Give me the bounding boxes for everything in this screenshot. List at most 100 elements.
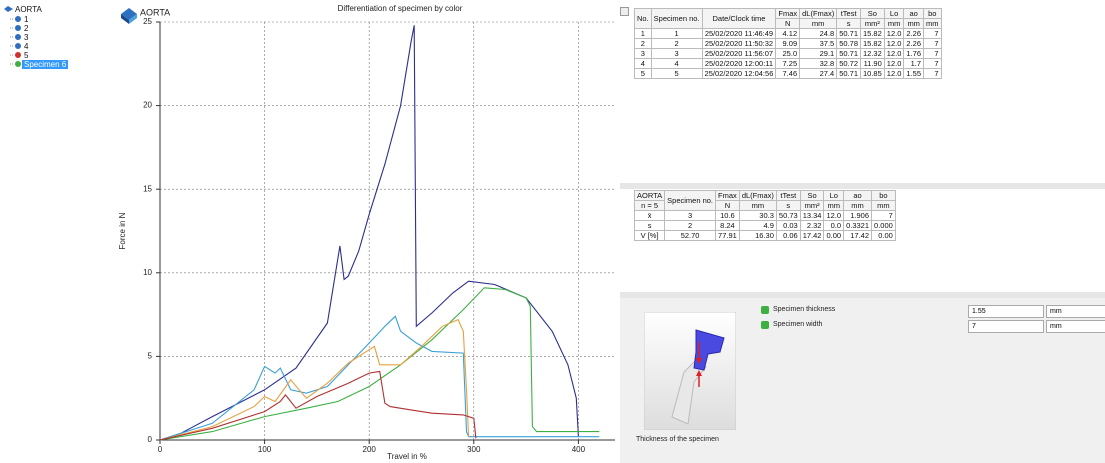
- table-cell: 50.78: [836, 38, 861, 49]
- tree-node: 2: [10, 23, 30, 33]
- tree-node: Specimen 6: [10, 59, 69, 69]
- table-cell: 15.82: [860, 28, 885, 39]
- table-cell: 4.9: [738, 220, 777, 231]
- x-tick-label: 100: [258, 445, 272, 454]
- tree-label[interactable]: 5: [24, 50, 29, 60]
- x-tick-label: 300: [467, 445, 481, 454]
- column-header[interactable]: Lo: [823, 190, 845, 201]
- table-cell: 30.3: [738, 210, 777, 221]
- table-cell: 0.000: [871, 220, 896, 231]
- column-header[interactable]: tTest: [836, 8, 861, 19]
- column-header[interactable]: Specimen no.: [664, 190, 717, 211]
- node-icon: [10, 43, 21, 49]
- table-cell: 24.8: [799, 28, 838, 39]
- parameter-unit[interactable]: mm: [1046, 305, 1105, 318]
- table-cell: 50.71: [836, 68, 861, 79]
- parameter-unit[interactable]: mm: [1046, 320, 1105, 333]
- column-header[interactable]: ao: [843, 190, 873, 201]
- column-header[interactable]: Specimen no.: [650, 8, 703, 29]
- table-cell: 12.0: [883, 68, 905, 79]
- column-header[interactable]: bo: [923, 8, 942, 19]
- column-header[interactable]: dL(Fmax): [799, 8, 838, 19]
- table-row[interactable]: 2 2 25/02/2020 11:50:32 9.09 37.5 50.78 15.82 1…: [634, 38, 942, 49]
- table-cell: 2.32: [799, 220, 825, 231]
- column-header[interactable]: bo: [871, 190, 896, 201]
- table-cell: 0.00: [871, 230, 896, 241]
- column-unit: N: [715, 200, 740, 211]
- table-cell: 3: [634, 48, 652, 59]
- table-row[interactable]: 5 5 25/02/2020 12:04:56 7.46 27.4 50.71 10.85 1…: [634, 68, 942, 79]
- y-tick-label: 25: [143, 17, 152, 26]
- parameter-value[interactable]: 1.55: [968, 305, 1044, 318]
- table-cell: 2: [650, 38, 703, 49]
- table-cell: 2.26: [903, 38, 924, 49]
- tree-label[interactable]: 1: [24, 14, 29, 24]
- table-cell: 7: [923, 68, 942, 79]
- table-cell: 4.12: [775, 28, 801, 39]
- table-cell: 12.32: [860, 48, 885, 59]
- tree-label[interactable]: 2: [24, 23, 29, 33]
- table-cell: 12.0: [883, 48, 905, 59]
- table-cell: 7: [871, 210, 896, 221]
- tree-label[interactable]: Specimen 6: [22, 59, 69, 69]
- column-header[interactable]: So: [860, 8, 885, 19]
- table-cell: 0.00: [823, 230, 845, 241]
- corner-button[interactable]: [620, 7, 629, 16]
- column-unit: mm: [843, 200, 873, 211]
- column-header[interactable]: Date/Clock time: [701, 8, 777, 29]
- tree-label[interactable]: 3: [24, 32, 29, 42]
- table-row[interactable]: s 2 8.24 4.9 0.03 2.32 0.0 0.3321 0.000: [633, 220, 896, 231]
- table-cell: 7.25: [775, 58, 801, 69]
- table-cell: 5: [650, 68, 703, 79]
- table-row[interactable]: 4 4 25/02/2020 12:00:11 7.25 32.8 50.72 11.90 1…: [634, 58, 942, 69]
- column-header[interactable]: dL(Fmax): [738, 190, 777, 201]
- header-row: AORTA Specimen no. Fmax dL(Fmax) tTest So Lo ao…: [633, 190, 896, 211]
- table-cell: 3: [664, 210, 717, 221]
- table-cell: 77.91: [715, 230, 740, 241]
- table-cell: 7: [923, 48, 942, 59]
- column-header[interactable]: AORTA: [633, 190, 666, 201]
- table-row[interactable]: 1 1 25/02/2020 11:46:49 4.12 24.8 50.71 15.82 1…: [634, 28, 942, 39]
- table-cell: 25/02/2020 11:50:32: [701, 38, 777, 49]
- y-tick-label: 15: [143, 184, 152, 193]
- table-cell: 25/02/2020 11:46:49: [701, 28, 777, 39]
- tree-label[interactable]: AORTA: [15, 4, 42, 14]
- table-cell: 50.71: [836, 28, 861, 39]
- node-icon: [10, 34, 21, 40]
- table-row[interactable]: 3 3 25/02/2020 11:56:07 25.0 29.1 50.71 12.32 1…: [634, 48, 942, 59]
- parameter-value[interactable]: 7: [968, 320, 1044, 333]
- x-axis-label: Travel in %: [387, 452, 427, 461]
- specimen-tree: AORTA 1 2 3 4 5 Specimen 6: [0, 0, 112, 463]
- table-cell: 32.8: [799, 58, 838, 69]
- column-header[interactable]: So: [799, 190, 825, 201]
- tree-label[interactable]: 4: [24, 41, 29, 51]
- column-header[interactable]: tTest: [775, 190, 801, 201]
- data-line: [159, 315, 600, 441]
- x-tick-label: 0: [158, 445, 163, 454]
- table-row[interactable]: x̄ 3 10.6 30.3 50.73 13.34 12.0 1.906 7: [633, 210, 896, 221]
- table-cell: 4: [634, 58, 652, 69]
- column-unit: n = 5: [633, 200, 666, 211]
- table-cell: 50.72: [836, 58, 861, 69]
- node-icon: [10, 52, 21, 58]
- table-cell: 15.82: [860, 38, 885, 49]
- image-caption: Thickness of the specimen: [636, 436, 719, 443]
- parameter-label: Specimen thickness: [773, 306, 836, 313]
- table-cell: 8.24: [715, 220, 740, 231]
- table-cell: 10.85: [860, 68, 885, 79]
- column-header[interactable]: Fmax: [715, 190, 740, 201]
- tree-node: 3: [10, 32, 30, 42]
- column-header[interactable]: Fmax: [775, 8, 801, 19]
- column-unit: mm: [903, 18, 924, 29]
- table-cell: 2.26: [903, 28, 924, 39]
- column-header[interactable]: Lo: [883, 8, 905, 19]
- table-row[interactable]: V [%] 52.70 77.91 16.30 0.06 17.42 0.00 17.42 0.…: [633, 230, 896, 241]
- column-unit: mm: [871, 200, 896, 211]
- y-tick-label: 20: [143, 101, 152, 110]
- table-cell: 0.06: [775, 230, 801, 241]
- table-cell: 25.0: [775, 48, 801, 59]
- column-header[interactable]: ao: [903, 8, 924, 19]
- column-header[interactable]: No.: [634, 8, 652, 29]
- header-row: No. Specimen no. Date/Clock time Fmax dL(Fma…: [634, 8, 942, 29]
- table-cell: 12.0: [883, 28, 905, 39]
